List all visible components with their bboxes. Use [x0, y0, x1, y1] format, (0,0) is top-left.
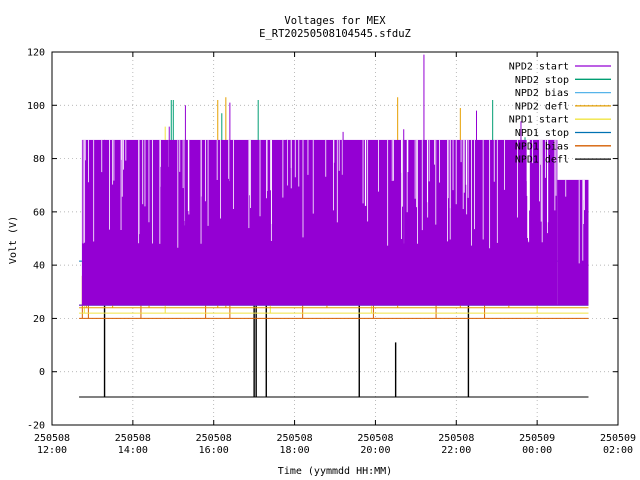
y-tick-label: -20 — [27, 421, 45, 432]
legend-label: NPD1 bias — [515, 141, 569, 152]
y-tick-label: 0 — [39, 367, 45, 378]
x-tick-time: 20:00 — [360, 445, 390, 456]
x-tick-time: 02:00 — [603, 445, 633, 456]
plot-frame — [51, 51, 619, 426]
y-axis: -20 0 20 40 60 80 100 120 — [27, 48, 618, 432]
y-tick-label: 100 — [27, 101, 45, 112]
x-tick-date: 250508 — [357, 433, 393, 444]
x-tick-time: 16:00 — [199, 445, 229, 456]
y-tick-label: 20 — [33, 314, 45, 325]
x-tick-time: 14:00 — [118, 445, 148, 456]
x-tick-date: 250508 — [196, 433, 232, 444]
legend: NPD2 start NPD2 stop NPD2 bias NPD2 defl NPD… — [509, 62, 611, 166]
legend-label: NPD1 defl — [515, 155, 569, 166]
y-tick-label: 40 — [33, 261, 45, 272]
x-axis-label: Time (yymmdd HH:MM) — [278, 466, 392, 477]
legend-label: NPD1 start — [509, 115, 569, 126]
y-tick-label: 60 — [33, 207, 45, 218]
y-axis-label: Volt (V) — [8, 216, 19, 264]
x-tick-date: 250509 — [519, 433, 555, 444]
legend-label: NPD2 stop — [515, 75, 569, 86]
x-tick-time: 12:00 — [37, 445, 67, 456]
chart-subtitle: E_RT20250508104545.sfduZ — [259, 28, 411, 40]
legend-label: NPD2 defl — [515, 101, 569, 112]
legend-label: NPD2 bias — [515, 88, 569, 99]
x-tick-date: 250508 — [438, 433, 474, 444]
x-tick-date: 250508 — [115, 433, 151, 444]
x-tick-time: 00:00 — [522, 445, 552, 456]
y-tick-label: 80 — [33, 154, 45, 165]
x-tick-date: 250509 — [600, 433, 636, 444]
x-tick-time: 18:00 — [280, 445, 310, 456]
x-tick-time: 22:00 — [441, 445, 471, 456]
chart-title: Voltages for MEX — [284, 15, 386, 27]
series-dense-band — [81, 139, 558, 306]
series-npd2-start — [79, 54, 589, 306]
y-tick-label: 120 — [27, 48, 45, 59]
legend-label: NPD2 start — [509, 62, 569, 73]
x-axis: 25050812:0025050814:0025050816:002505081… — [34, 52, 636, 456]
x-tick-date: 250508 — [34, 433, 70, 444]
legend-label: NPD1 stop — [515, 128, 569, 139]
plot-series — [79, 54, 589, 398]
x-tick-date: 250508 — [277, 433, 313, 444]
